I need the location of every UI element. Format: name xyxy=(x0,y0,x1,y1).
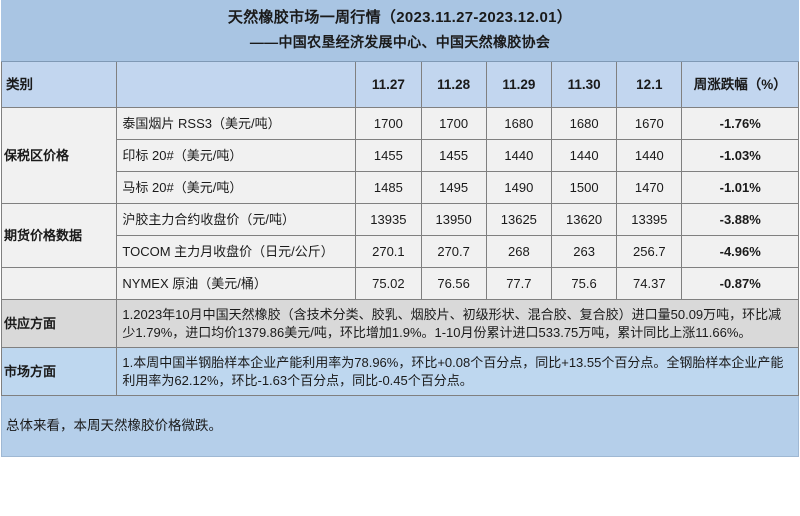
table-row: NYMEX 原油（美元/桶） 75.02 76.56 77.7 75.6 74.… xyxy=(0,267,799,301)
cell-value: 13625 xyxy=(485,203,552,237)
cell-weekly-change: -0.87% xyxy=(681,267,799,301)
group-label-blank xyxy=(0,267,118,301)
summary-row: 总体来看，本周天然橡胶价格微跌。 xyxy=(1,395,799,458)
header-day-2: 11.28 xyxy=(420,61,487,109)
cell-value: 75.02 xyxy=(355,267,422,301)
cell-value: 270.1 xyxy=(355,235,422,269)
cell-weekly-change: -4.96% xyxy=(681,235,799,269)
market-label: 市场方面 xyxy=(0,347,118,397)
row-item-label: 沪胶主力合约收盘价（元/吨） xyxy=(116,203,357,237)
cell-value: 1455 xyxy=(420,139,487,173)
cell-value: 1680 xyxy=(550,107,618,141)
cell-value: 1500 xyxy=(550,171,618,205)
header-day-5: 12.1 xyxy=(616,61,683,109)
cell-value: 1440 xyxy=(616,139,683,173)
cell-value: 1670 xyxy=(616,107,683,141)
header-item xyxy=(116,61,357,109)
title-row: 天然橡胶市场一周行情（2023.11.27-2023.12.01） ——中国农垦… xyxy=(1,0,799,63)
report-title: 天然橡胶市场一周行情（2023.11.27-2023.12.01） xyxy=(227,9,573,26)
row-item-label: NYMEX 原油（美元/桶） xyxy=(116,267,357,301)
cell-weekly-change: -1.03% xyxy=(681,139,799,173)
cell-value: 263 xyxy=(550,235,618,269)
title-cell: 天然橡胶市场一周行情（2023.11.27-2023.12.01） ——中国农垦… xyxy=(1,0,799,63)
summary-text: 总体来看，本周天然橡胶价格微跌。 xyxy=(1,395,799,458)
cell-value: 268 xyxy=(485,235,552,269)
table-row: 期货价格数据 沪胶主力合约收盘价（元/吨） 13935 13950 13625 … xyxy=(0,203,799,269)
cell-value: 1470 xyxy=(616,171,683,205)
cell-value: 76.56 xyxy=(420,267,487,301)
cell-value: 13950 xyxy=(420,203,487,237)
header-category: 类别 xyxy=(0,61,118,109)
market-row: 市场方面 1.本周中国半钢胎样本企业产能利用率为78.96%，环比+0.08个百… xyxy=(0,347,799,397)
cell-value: 1700 xyxy=(355,107,422,141)
cell-value: 1490 xyxy=(485,171,552,205)
supply-row: 供应方面 1.2023年10月中国天然橡胶（含技术分类、胶乳、烟胶片、初级形状、… xyxy=(0,299,799,349)
header-day-1: 11.27 xyxy=(355,61,422,109)
cell-value: 1700 xyxy=(420,107,487,141)
group-label-bonded-zone: 保税区价格 xyxy=(0,107,118,205)
table-row: 马标 20#（美元/吨） 1485 1495 1490 1500 1470 -1… xyxy=(2,171,799,205)
row-item-label: 马标 20#（美元/吨） xyxy=(116,171,357,205)
header-weekly-change: 周涨跌幅（%） xyxy=(681,61,799,109)
cell-value: 13395 xyxy=(616,203,683,237)
market-text: 1.本周中国半钢胎样本企业产能利用率为78.96%，环比+0.08个百分点，同比… xyxy=(116,347,799,397)
table-row: 印标 20#（美元/吨） 1455 1455 1440 1440 1440 -1… xyxy=(2,139,799,173)
row-item-label: TOCOM 主力月收盘价（日元/公斤） xyxy=(116,235,357,269)
cell-value: 1440 xyxy=(485,139,552,173)
cell-value: 1495 xyxy=(420,171,487,205)
cell-weekly-change: -1.76% xyxy=(681,107,799,141)
table-header-row: 类别 11.27 11.28 11.29 11.30 12.1 周涨跌幅（%） xyxy=(0,61,799,109)
table-row: 保税区价格 泰国烟片 RSS3（美元/吨） 1700 1700 1680 168… xyxy=(0,107,799,205)
cell-value: 13620 xyxy=(550,203,618,237)
row-item-label: 泰国烟片 RSS3（美元/吨） xyxy=(116,107,357,141)
cell-value: 1440 xyxy=(550,139,618,173)
cell-weekly-change: -3.88% xyxy=(681,203,799,237)
cell-weekly-change: -1.01% xyxy=(681,171,799,205)
cell-value: 1455 xyxy=(355,139,422,173)
cell-value: 77.7 xyxy=(485,267,552,301)
header-day-3: 11.29 xyxy=(485,61,552,109)
row-item-label: 印标 20#（美元/吨） xyxy=(116,139,357,173)
cell-value: 74.37 xyxy=(616,267,683,301)
supply-label: 供应方面 xyxy=(0,299,118,349)
header-day-4: 11.30 xyxy=(550,61,618,109)
cell-value: 1485 xyxy=(355,171,422,205)
table-row: TOCOM 主力月收盘价（日元/公斤） 270.1 270.7 268 263 … xyxy=(2,235,799,269)
group-label-futures: 期货价格数据 xyxy=(0,203,118,269)
cell-value: 256.7 xyxy=(616,235,683,269)
cell-value: 270.7 xyxy=(420,235,487,269)
cell-value: 13935 xyxy=(355,203,422,237)
supply-text: 1.2023年10月中国天然橡胶（含技术分类、胶乳、烟胶片、初级形状、混合胶、复… xyxy=(116,299,799,349)
cell-value: 75.6 xyxy=(550,267,618,301)
report-subtitle: ——中国农垦经济发展中心、中国天然橡胶协会 xyxy=(249,34,551,51)
cell-value: 1680 xyxy=(485,107,552,141)
rubber-market-table: 天然橡胶市场一周行情（2023.11.27-2023.12.01） ——中国农垦… xyxy=(0,0,799,458)
